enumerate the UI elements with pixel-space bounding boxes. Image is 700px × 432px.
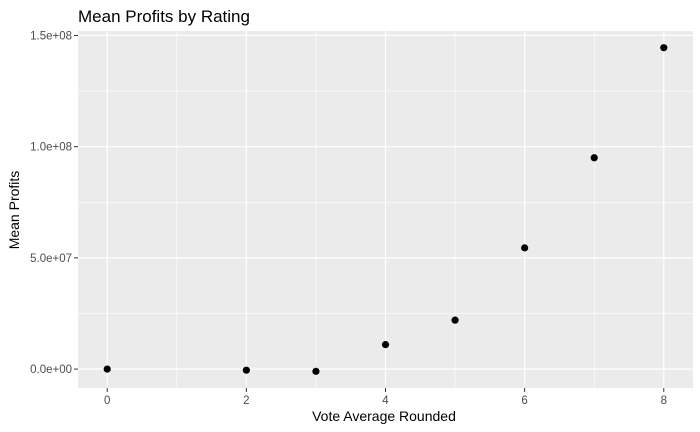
x-tick-label: 0 <box>104 395 110 407</box>
x-tick-label: 2 <box>243 395 249 407</box>
data-point <box>660 44 668 52</box>
y-axis: 0.0e+00 5.0e+07 1.0e+08 1.5e+08 <box>30 30 78 376</box>
data-point <box>103 365 111 373</box>
y-axis-title: Mean Profits <box>6 171 22 250</box>
x-tick-label: 8 <box>661 395 667 407</box>
y-tick-label: 1.0e+08 <box>30 142 72 154</box>
chart-title: Mean Profits by Rating <box>78 7 250 26</box>
x-axis: 0 2 4 6 8 <box>104 388 667 407</box>
data-points <box>103 44 668 375</box>
data-point <box>381 341 390 349</box>
data-point <box>312 367 320 375</box>
data-point <box>451 316 459 324</box>
x-axis-title: Vote Average Rounded <box>312 408 456 424</box>
x-tick-label: 6 <box>521 395 527 407</box>
data-point <box>590 154 598 162</box>
major-gridlines <box>78 31 693 388</box>
y-tick-label: 5.0e+07 <box>30 253 72 265</box>
y-tick-label: 1.5e+08 <box>30 30 72 42</box>
data-point <box>242 366 250 374</box>
data-point <box>521 244 529 252</box>
x-tick-label: 4 <box>382 395 389 407</box>
y-tick-label: 0.0e+00 <box>30 364 72 376</box>
